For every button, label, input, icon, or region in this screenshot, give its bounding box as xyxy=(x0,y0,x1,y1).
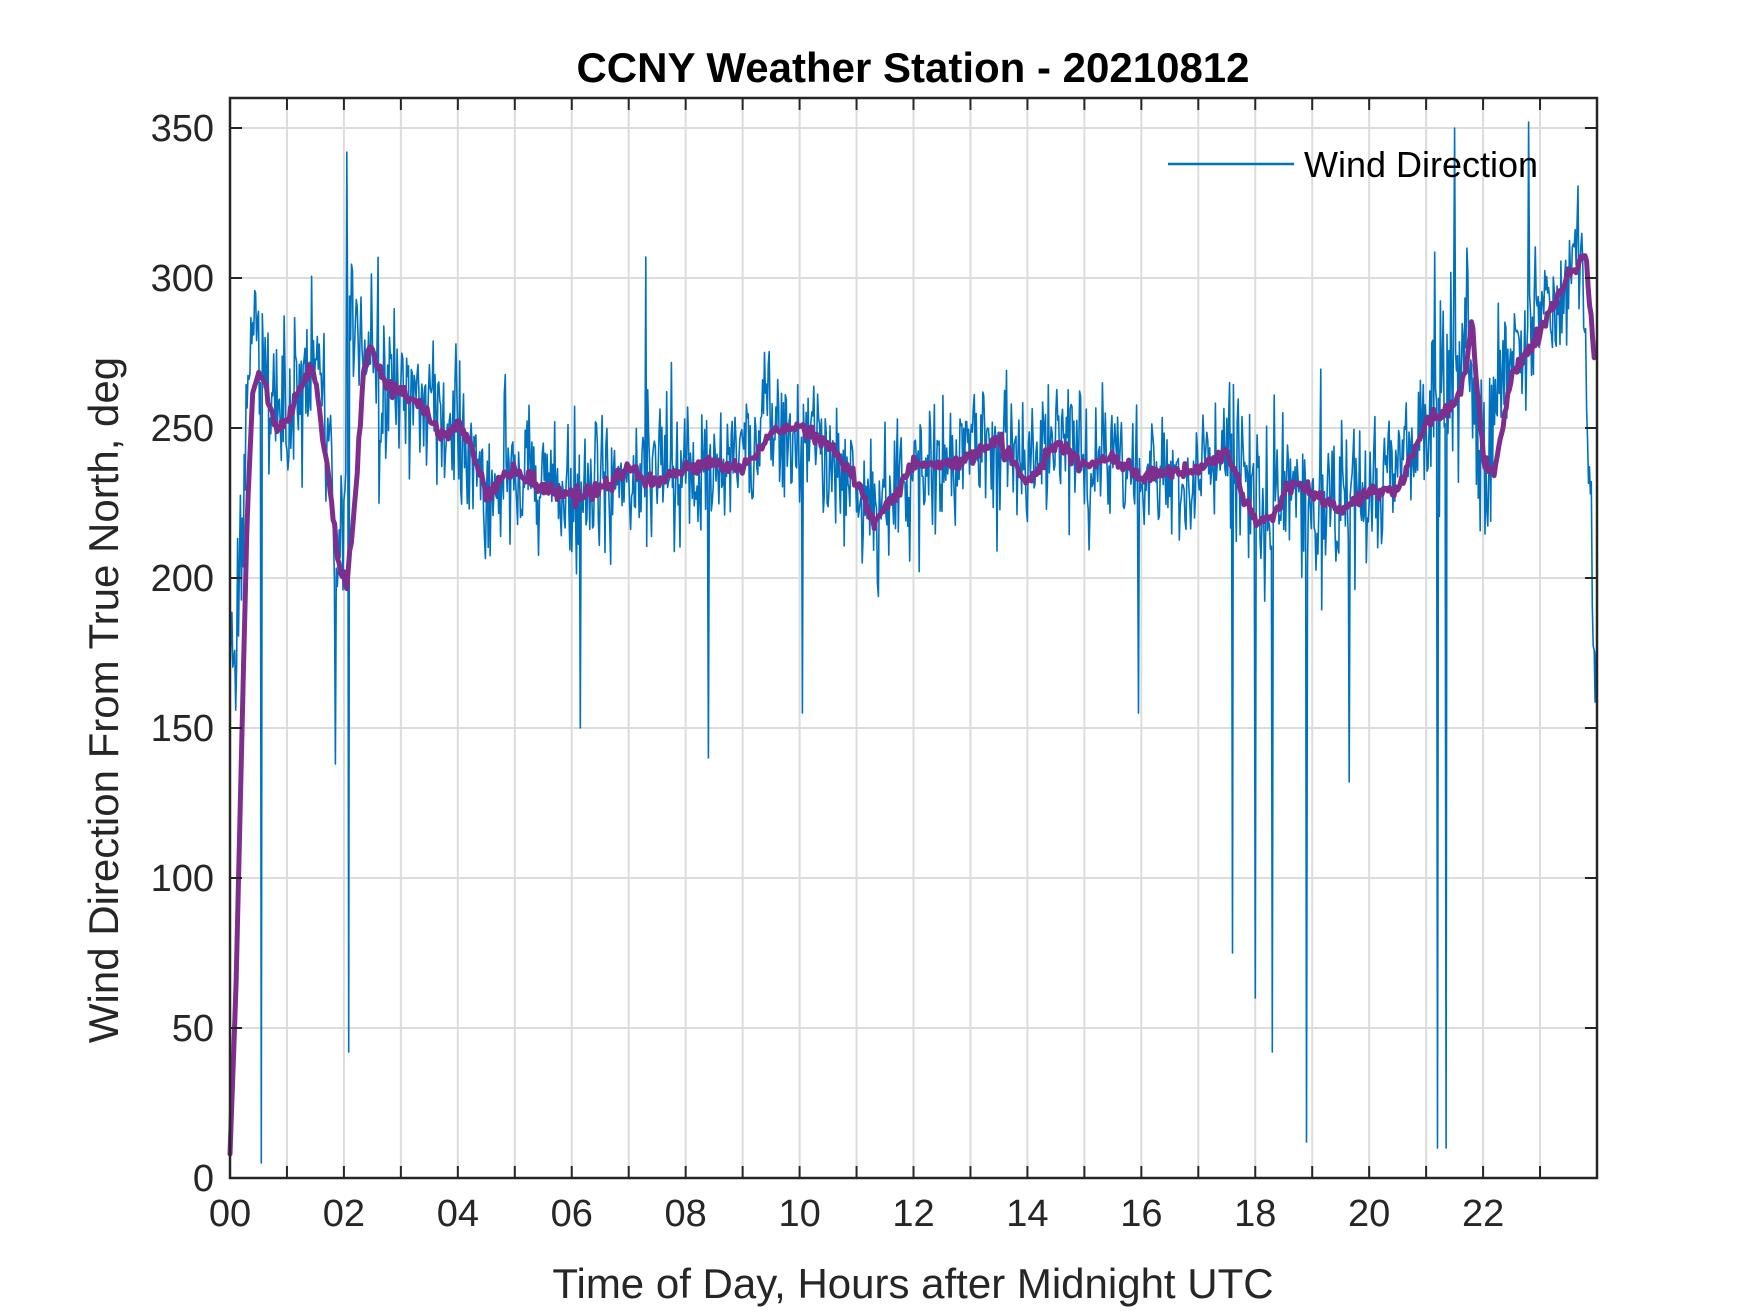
x-tick-label: 18 xyxy=(1234,1193,1276,1235)
legend: Wind Direction xyxy=(1168,144,1538,185)
chart-title: CCNY Weather Station - 20210812 xyxy=(576,44,1249,91)
y-tick-label: 250 xyxy=(151,408,214,450)
y-axis-title: Wind Direction From True North, deg xyxy=(80,357,127,1043)
x-tick-label: 08 xyxy=(665,1193,707,1235)
x-axis-title: Time of Day, Hours after Midnight UTC xyxy=(552,1260,1273,1307)
x-tick-label: 22 xyxy=(1462,1193,1504,1235)
x-tick-label: 06 xyxy=(551,1193,593,1235)
y-tick-label: 150 xyxy=(151,708,214,750)
y-tick-label: 100 xyxy=(151,858,214,900)
tick-labels: 00 02 04 06 08 10 12 14 16 18 20 22 0 50 100 150 200 250 3… xyxy=(151,108,1505,1235)
x-tick-label: 16 xyxy=(1120,1193,1162,1235)
x-tick-label: 20 xyxy=(1348,1193,1390,1235)
y-tick-label: 350 xyxy=(151,108,214,150)
x-tick-label: 02 xyxy=(323,1193,365,1235)
y-tick-label: 0 xyxy=(193,1158,214,1200)
x-tick-label: 10 xyxy=(778,1193,820,1235)
y-tick-label: 300 xyxy=(151,258,214,300)
x-tick-label: 04 xyxy=(437,1193,479,1235)
legend-label-wind-direction: Wind Direction xyxy=(1304,144,1538,185)
y-tick-label: 200 xyxy=(151,558,214,600)
series-layer xyxy=(227,121,1598,1164)
series-wind-direction-smoothed xyxy=(227,253,1597,1157)
plot-area-frame xyxy=(228,96,1599,1180)
grid-lines xyxy=(230,98,1597,1178)
x-tick-label: 14 xyxy=(1006,1193,1048,1235)
y-tick-label: 50 xyxy=(172,1008,214,1050)
x-tick-label: 00 xyxy=(209,1193,251,1235)
x-tick-label: 12 xyxy=(892,1193,934,1235)
